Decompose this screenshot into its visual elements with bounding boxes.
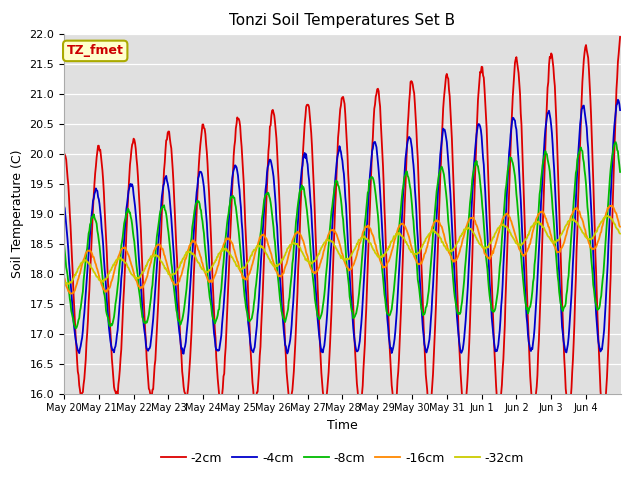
-2cm [399, 242, 407, 248]
-2cm [255, 368, 263, 373]
-4cm [180, 351, 188, 357]
-16cm [60, 274, 68, 280]
-8cm [256, 240, 264, 246]
-4cm [277, 286, 285, 291]
-32cm [431, 229, 439, 235]
-32cm [60, 279, 68, 285]
-16cm [256, 234, 264, 240]
Line: -32cm: -32cm [64, 216, 620, 284]
-8cm [228, 193, 236, 199]
-4cm [125, 185, 133, 191]
-32cm [126, 268, 134, 274]
-32cm [256, 244, 264, 250]
-16cm [277, 274, 285, 279]
-8cm [126, 209, 134, 215]
-4cm [60, 203, 68, 209]
-4cm [616, 107, 624, 113]
-2cm [125, 175, 133, 180]
-8cm [612, 139, 620, 145]
-2cm [60, 150, 68, 156]
-32cm [616, 231, 624, 237]
-2cm [616, 34, 624, 40]
-2cm [431, 339, 438, 345]
-8cm [400, 176, 408, 182]
Line: -4cm: -4cm [64, 100, 620, 354]
-4cm [614, 97, 621, 103]
-2cm [600, 409, 608, 415]
-4cm [431, 241, 439, 247]
Line: -2cm: -2cm [64, 37, 620, 412]
-8cm [60, 241, 68, 247]
-16cm [400, 223, 408, 228]
-8cm [616, 169, 624, 175]
Y-axis label: Soil Temperature (C): Soil Temperature (C) [11, 149, 24, 278]
Line: -16cm: -16cm [64, 206, 620, 294]
-32cm [61, 281, 69, 287]
-4cm [256, 280, 264, 286]
-32cm [400, 235, 408, 241]
X-axis label: Time: Time [327, 419, 358, 432]
Title: Tonzi Soil Temperatures Set B: Tonzi Soil Temperatures Set B [229, 13, 456, 28]
-16cm [616, 224, 624, 229]
-8cm [72, 325, 79, 331]
-16cm [228, 240, 236, 246]
Text: TZ_fmet: TZ_fmet [67, 44, 124, 58]
-8cm [277, 301, 285, 307]
-16cm [67, 291, 75, 297]
Line: -8cm: -8cm [64, 142, 620, 328]
-16cm [126, 257, 134, 263]
-2cm [276, 213, 284, 218]
-32cm [228, 254, 236, 260]
-4cm [400, 179, 408, 184]
-32cm [603, 213, 611, 219]
-32cm [277, 260, 285, 266]
-8cm [431, 205, 439, 211]
-16cm [431, 218, 439, 224]
-2cm [228, 202, 236, 208]
-16cm [606, 203, 614, 209]
Legend: -2cm, -4cm, -8cm, -16cm, -32cm: -2cm, -4cm, -8cm, -16cm, -32cm [156, 447, 529, 469]
-4cm [228, 176, 236, 181]
